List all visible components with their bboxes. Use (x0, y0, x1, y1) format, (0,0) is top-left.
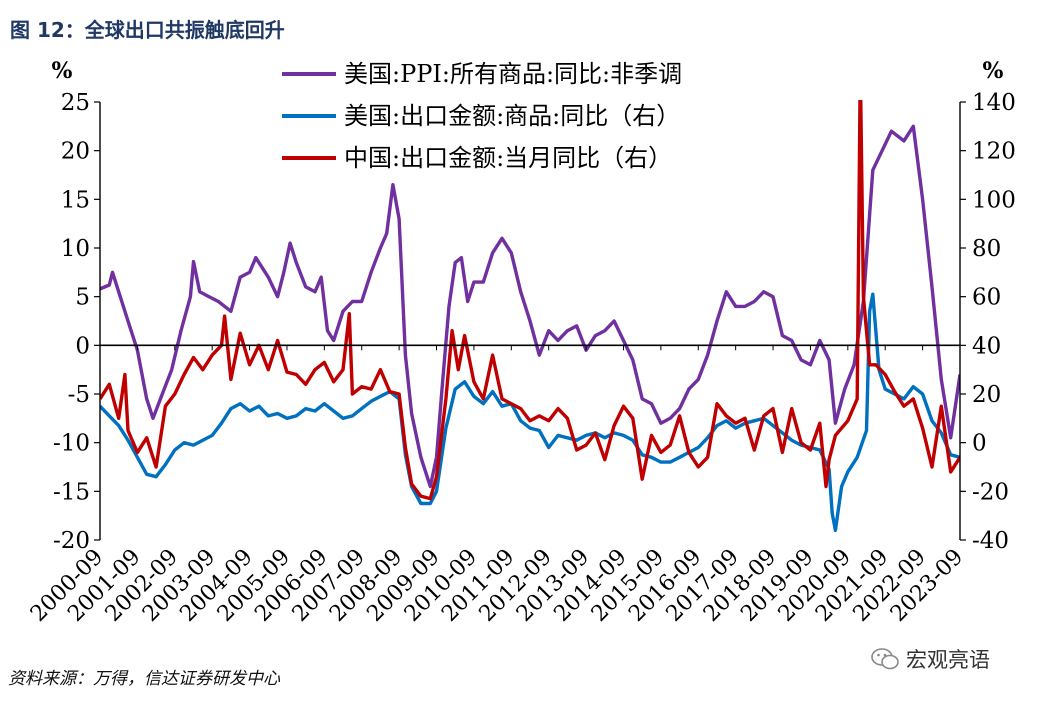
y-left-tick-label: 5 (75, 285, 90, 311)
y-right-tick-label: 80 (972, 236, 1001, 262)
y-right-tick-label: 140 (972, 90, 1016, 116)
series-group (100, 100, 960, 532)
y-right-tick-label: 60 (972, 285, 1001, 311)
watermark: 宏观亮语 (870, 644, 990, 674)
y-right-tick-label: 0 (972, 431, 987, 457)
watermark-text: 宏观亮语 (906, 648, 990, 672)
legend-label-2: 中国:出口金额:当月同比（右） (344, 144, 672, 172)
y-right-unit: % (983, 58, 1004, 84)
y-right-tick-label: -40 (972, 528, 1009, 554)
y-right-tick-label: 100 (972, 187, 1016, 213)
y-left-unit: % (52, 58, 73, 84)
y-left-tick-label: -15 (53, 479, 90, 505)
figure-title: 图 12：全球出口共振触底回升 (10, 18, 285, 42)
y-right-tick-label: 120 (972, 139, 1016, 165)
y-right-tick-label: -20 (972, 479, 1009, 505)
y-right-tick-label: 20 (972, 382, 1001, 408)
y-left-tick-label: 25 (61, 90, 90, 116)
y-left-tick-label: -20 (53, 528, 90, 554)
series-line-2 (100, 100, 960, 501)
series-line-0 (100, 124, 960, 489)
y-left-tick-label: 15 (61, 187, 90, 213)
legend-label-1: 美国:出口金额:商品:同比（右） (344, 102, 680, 130)
y-left-tick-label: 20 (61, 139, 90, 165)
y-left-tick-label: 0 (75, 333, 90, 359)
source-note: 资料来源：万得，信达证券研发中心 (8, 669, 280, 689)
y-left-tick-label: -10 (53, 431, 90, 457)
y-right-tick-label: 40 (972, 333, 1001, 359)
legend-label-0: 美国:PPI:所有商品:同比:非季调 (344, 60, 682, 88)
wechat-icon (871, 648, 899, 670)
y-left-tick-label: 10 (61, 236, 90, 262)
y-left-tick-label: -5 (68, 382, 90, 408)
series-line-1 (100, 292, 960, 532)
